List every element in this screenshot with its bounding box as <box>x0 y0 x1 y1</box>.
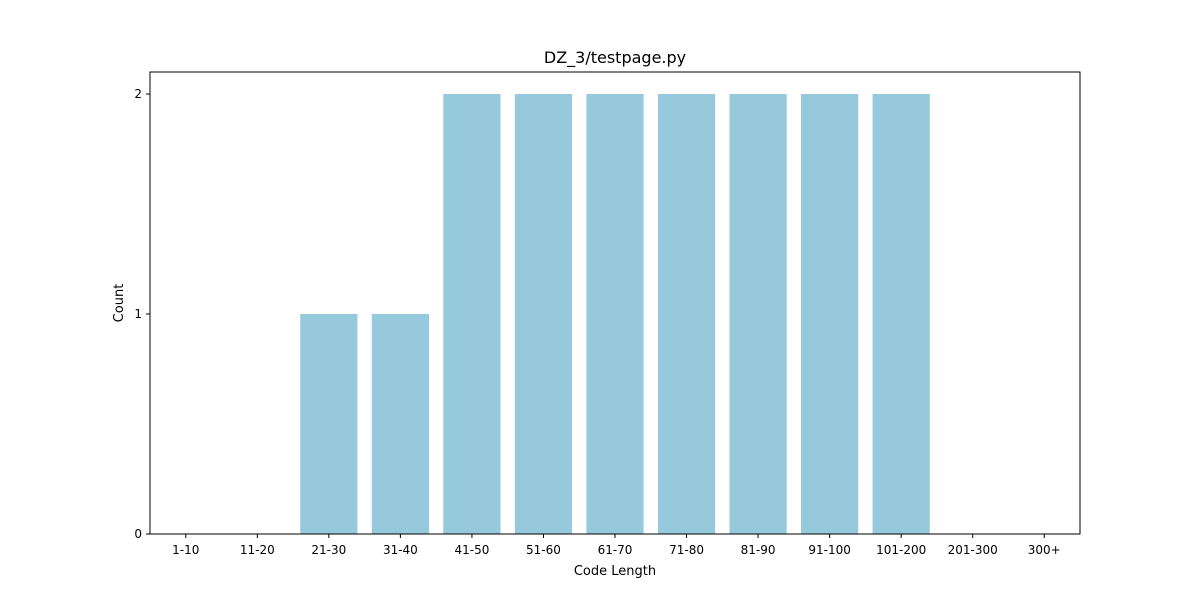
bar-41-50 <box>443 94 501 534</box>
bar-61-70 <box>586 94 644 534</box>
x-tick-label: 101-200 <box>876 543 926 557</box>
bar-21-30 <box>300 314 358 534</box>
x-tick-label: 61-70 <box>598 543 633 557</box>
x-tick-label: 51-60 <box>526 543 561 557</box>
y-ticks: 0 1 2 <box>134 87 150 541</box>
bar-101-200 <box>872 94 930 534</box>
x-tick-label: 201-300 <box>948 543 998 557</box>
x-tick-label: 21-30 <box>311 543 346 557</box>
bar-51-60 <box>514 94 573 534</box>
y-tick-label: 0 <box>134 527 142 541</box>
bar-71-80 <box>657 94 716 534</box>
x-tick-label: 11-20 <box>240 543 275 557</box>
x-tick-label: 31-40 <box>383 543 418 557</box>
chart-title: DZ_3/testpage.py <box>544 48 686 68</box>
x-tick-label: 91-100 <box>808 543 851 557</box>
x-tick-label: 300+ <box>1028 543 1061 557</box>
bar-91-100 <box>801 94 859 534</box>
x-tick-label: 81-90 <box>741 543 776 557</box>
x-tick-label: 1-10 <box>172 543 199 557</box>
x-tick-label: 71-80 <box>669 543 704 557</box>
bar-31-40 <box>371 314 429 534</box>
y-axis-label: Count <box>112 284 127 323</box>
x-axis-label: Code Length <box>574 564 656 579</box>
bar-81-90 <box>729 94 787 534</box>
y-tick-label: 2 <box>134 87 142 101</box>
y-tick-label: 1 <box>134 307 142 321</box>
bars-layer <box>300 94 930 534</box>
x-tick-label: 41-50 <box>454 543 489 557</box>
x-ticks: 1-10 11-20 21-30 31-40 41-50 51-60 61-70 71-80 8… <box>172 534 1061 557</box>
